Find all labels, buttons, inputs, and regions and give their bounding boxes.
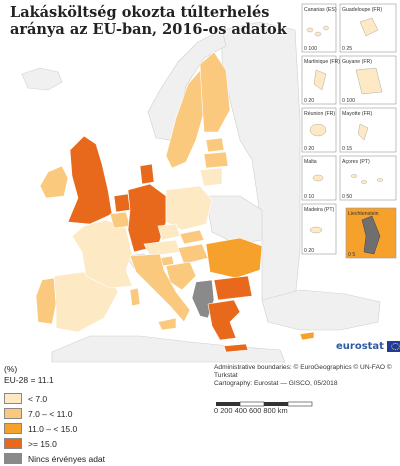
legend-row: >= 15.0 (4, 436, 204, 451)
europe-map: Canarias (ES) Guadeloupe (FR) Martinique… (21, 3, 397, 363)
scale-bar-graphic (216, 401, 313, 407)
credits: Administrative boundaries: © EuroGeograp… (214, 364, 398, 388)
svg-text:Açores (PT): Açores (PT) (342, 159, 370, 165)
region-non-eu-east (221, 21, 301, 301)
country-portugal (35, 277, 57, 325)
country-hungary (177, 243, 209, 265)
region-western-balkans (191, 279, 215, 319)
svg-text:Malta: Malta (304, 159, 317, 165)
country-estonia (205, 137, 225, 153)
credits-boundaries: Administrative boundaries: © EuroGeograp… (214, 364, 392, 379)
scale-tick: 0 (214, 406, 219, 415)
legend-eu-average: EU-28 = 11.1 (4, 375, 54, 385)
legend-swatch (4, 393, 22, 404)
country-finland (199, 51, 231, 133)
logo-text: eurostat (336, 341, 384, 352)
map-title: Lakásköltség okozta túlterhelés aránya a… (10, 4, 290, 38)
country-ireland (39, 165, 69, 199)
legend-row: 11.0 – < 15.0 (4, 421, 204, 436)
country-sicily (157, 317, 177, 331)
legend-unit: (%) (4, 364, 18, 374)
legend-swatch (4, 453, 22, 464)
country-czechia (157, 223, 181, 241)
country-italy (129, 253, 191, 323)
country-crete (223, 343, 249, 353)
legend-label: < 7.0 (28, 393, 48, 404)
country-latvia (203, 151, 229, 169)
legend-rows: < 7.0 7.0 – < 11.0 11.0 – < 15.0 >= 15.0… (4, 391, 204, 466)
country-romania (205, 237, 263, 279)
legend-label: >= 15.0 (28, 438, 57, 449)
svg-text:0 10: 0 10 (304, 194, 314, 200)
country-poland (165, 185, 213, 231)
scale-labels: 0 200 400 600 800 km (214, 406, 314, 415)
svg-text:Réunion (FR): Réunion (FR) (304, 111, 335, 117)
scale-tick: 400 (234, 406, 247, 415)
svg-text:0 20: 0 20 (304, 146, 314, 152)
legend-label: 11.0 – < 15.0 (28, 423, 78, 434)
svg-text:0 20: 0 20 (304, 248, 314, 254)
legend-row: 7.0 – < 11.0 (4, 406, 204, 421)
svg-text:Guyane (FR): Guyane (FR) (342, 59, 372, 65)
svg-text:0 15: 0 15 (342, 146, 352, 152)
title-line-1: Lakásköltség okozta túlterhelés (10, 4, 270, 21)
country-cyprus (299, 331, 315, 341)
svg-text:Liechtenstein: Liechtenstein (348, 211, 379, 217)
svg-text:0 100: 0 100 (342, 98, 355, 104)
inset-islands (306, 17, 384, 234)
country-slovakia (179, 229, 205, 245)
scale-tick: 200 (220, 406, 233, 415)
legend: (%) EU-28 = 11.1 < 7.0 7.0 – < 11.0 11.0… (4, 364, 204, 466)
svg-text:Mayotte (FR): Mayotte (FR) (342, 111, 373, 117)
svg-text:Guadeloupe (FR): Guadeloupe (FR) (342, 7, 382, 13)
inset-labels: Canarias (ES) Guadeloupe (FR) Martinique… (304, 7, 382, 258)
scale-tick: 800 km (263, 406, 288, 415)
svg-text:0 25: 0 25 (342, 46, 352, 52)
legend-swatch (4, 408, 22, 419)
liechtenstein-shape (361, 215, 381, 255)
title-line-2: aránya az EU-ban, 2016-os adatok (10, 21, 287, 38)
map-figure: Canarias (ES) Guadeloupe (FR) Martinique… (4, 3, 400, 464)
svg-text:0 100: 0 100 (304, 46, 317, 52)
legend-label: Nincs érvényes adat (28, 453, 106, 464)
region-norway (147, 29, 227, 141)
svg-text:Canarias (ES): Canarias (ES) (304, 7, 337, 13)
region-iceland (21, 67, 63, 91)
inset-canarias (301, 3, 337, 53)
svg-text:Madeira (PT): Madeira (PT) (304, 207, 335, 213)
legend-swatch (4, 423, 22, 434)
legend-row: Nincs érvényes adat (4, 451, 204, 466)
inset-madeira (301, 203, 337, 255)
svg-text:0 50: 0 50 (342, 194, 352, 200)
credits-cartography: Cartography: Eurostat — GISCO, 05/2018 (214, 380, 338, 387)
region-turkey (261, 289, 381, 331)
legend-label: 7.0 – < 11.0 (28, 408, 73, 419)
inset-mayotte (339, 107, 397, 153)
legend-swatch (4, 438, 22, 449)
legend-row: < 7.0 (4, 391, 204, 406)
eu-flag-icon (386, 341, 400, 352)
eurostat-logo: eurostat (336, 341, 400, 352)
svg-text:0 20: 0 20 (304, 98, 314, 104)
country-sardinia (129, 287, 141, 307)
country-bulgaria (213, 275, 253, 301)
country-denmark (139, 163, 155, 185)
country-netherlands (113, 193, 131, 213)
scale-tick: 600 (249, 406, 262, 415)
region-north-africa (51, 335, 286, 363)
country-lithuania (199, 167, 223, 187)
country-united-kingdom (67, 135, 113, 225)
scale-bar: 0 200 400 600 800 km (214, 396, 398, 422)
region-ukraine-belarus (205, 195, 263, 245)
inset-azores (339, 155, 397, 201)
svg-text:Martinique (FR): Martinique (FR) (304, 59, 340, 65)
svg-text:0 5: 0 5 (348, 252, 355, 258)
country-greece (207, 299, 241, 341)
